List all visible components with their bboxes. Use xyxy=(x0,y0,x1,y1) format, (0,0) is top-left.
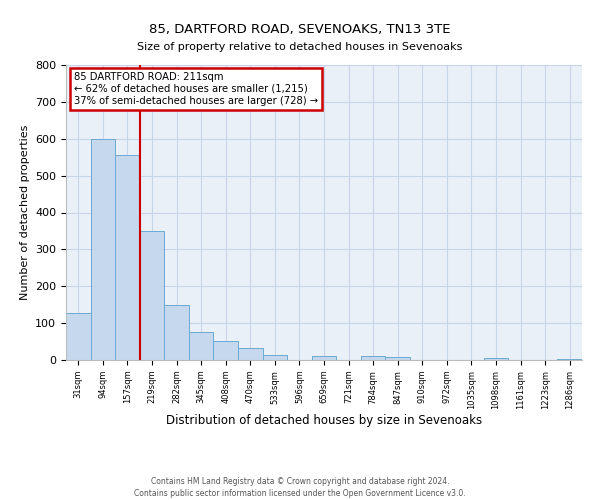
Bar xyxy=(140,231,164,360)
Bar xyxy=(361,356,385,360)
Bar xyxy=(385,357,410,360)
Y-axis label: Number of detached properties: Number of detached properties xyxy=(20,125,29,300)
Text: 85, DARTFORD ROAD, SEVENOAKS, TN13 3TE: 85, DARTFORD ROAD, SEVENOAKS, TN13 3TE xyxy=(149,22,451,36)
X-axis label: Distribution of detached houses by size in Sevenoaks: Distribution of detached houses by size … xyxy=(166,414,482,428)
Bar xyxy=(557,358,582,360)
Bar xyxy=(263,355,287,360)
Bar xyxy=(164,304,189,360)
Bar xyxy=(312,356,336,360)
Bar xyxy=(115,156,140,360)
Bar xyxy=(189,332,214,360)
Bar xyxy=(66,313,91,360)
Bar xyxy=(214,341,238,360)
Bar xyxy=(238,348,263,360)
Text: 85 DARTFORD ROAD: 211sqm
← 62% of detached houses are smaller (1,215)
37% of sem: 85 DARTFORD ROAD: 211sqm ← 62% of detach… xyxy=(74,72,318,106)
Text: Contains HM Land Registry data © Crown copyright and database right 2024.
Contai: Contains HM Land Registry data © Crown c… xyxy=(134,476,466,498)
Text: Size of property relative to detached houses in Sevenoaks: Size of property relative to detached ho… xyxy=(137,42,463,52)
Bar xyxy=(91,138,115,360)
Bar xyxy=(484,358,508,360)
